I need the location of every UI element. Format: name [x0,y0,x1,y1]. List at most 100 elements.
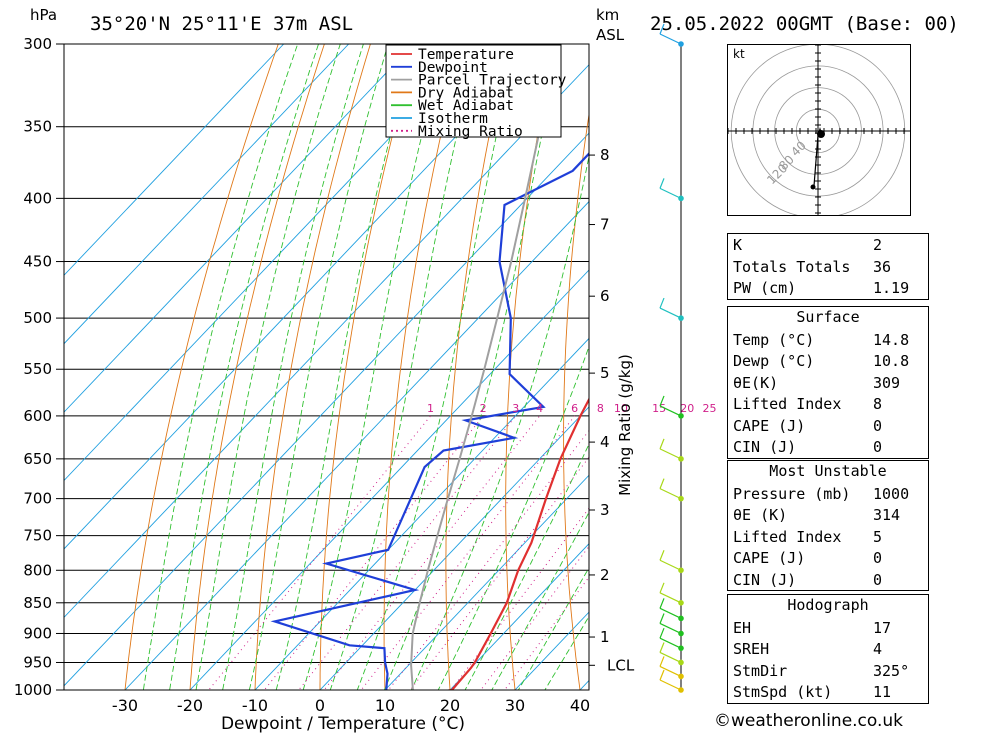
wet-adiabat-line [383,44,562,690]
table-row: Dewp (°C) 10.8 [728,350,928,372]
series-temperature [444,397,589,690]
legend-label: Isotherm [418,111,488,127]
table-value: 0 [873,416,883,435]
wind-barb-shaft [659,607,682,619]
series-dewpoint [270,152,589,690]
dry-adiabat-line [445,44,510,690]
km-tick-label: 2 [600,566,610,584]
wet-adiabat-line [437,345,589,690]
km-tick-label: 3 [600,501,610,519]
temperature-tick-label: 10 [375,696,395,715]
km-tick-label: 4 [600,433,610,451]
temperature-tick-label: -10 [242,696,268,715]
pressure-label: 400 [23,189,52,207]
pressure-label: 1000 [14,681,52,699]
mixing-ratio-label: 8 [597,402,604,415]
wind-level-dot [678,495,684,502]
table-key: CIN (J) [733,570,797,589]
table-title: Surface [796,308,860,326]
legend-label: Parcel Trajectory [418,73,567,89]
dry-adiabat-line [674,26,716,716]
sounding-series [270,61,589,690]
wind-barb-shaft [659,559,682,571]
dry-adiabat-line [189,44,325,690]
table-row: Totals Totals 36 [728,256,928,278]
wind-barb-flag [659,613,665,624]
table-title: Hodograph [787,596,869,614]
surface-box: Surface Temp (°C) 14.8 Dewp (°C) 10.8 θE(K) 30… [727,306,929,459]
table-row: Temp (°C) 14.8 [728,329,928,351]
mixing-ratio-label: 15 [652,402,666,415]
wind-barb-flag [659,297,665,309]
wind-barb-flag [659,656,665,667]
background-lines [64,26,1000,716]
pressure-label: 500 [23,309,52,327]
pressure-label: 350 [23,118,52,136]
dry-adiabat-line [969,26,1000,716]
isotherm-line [189,269,589,690]
isotherm-line [384,474,589,690]
legend-label: Wet Adiabat [418,98,514,114]
table-value: 0 [873,549,883,567]
table-value: 17 [873,618,892,637]
km-tick-label: LCL [607,656,635,674]
mixing-ratio-line [480,545,589,690]
wind-barb-shaft [659,651,682,664]
table-value: 314 [873,506,901,524]
table-value: 4 [873,640,883,658]
table-value: 325° [873,661,910,680]
table-key: Lifted Index [733,395,842,413]
km-label: km [596,6,619,24]
table-value: 11 [873,683,892,701]
mixing-ratio-line [263,415,484,690]
wind-barb-flag [659,669,665,681]
table-key: θE(K) [733,373,779,392]
wind-barb-flag [659,478,665,489]
pressure-label: 750 [23,527,52,545]
table-row: StmDir 325° [728,660,928,682]
table-value: 10.8 [873,352,910,370]
dry-adiabat-line [319,44,417,690]
isotherm-line [319,406,589,690]
hodograph-storm-motion [817,130,825,138]
wind-barb-flag [659,550,665,561]
isotherm-line [124,200,589,690]
wind-barb-shaft [659,622,682,635]
km-tick-label: 7 [600,216,610,234]
table-key: CAPE (J) [733,416,806,435]
table-row: CIN (J) 0 [728,436,928,458]
table-key: Pressure (mb) [733,484,851,503]
mixing-ratio-line [503,576,589,690]
table-key: CIN (J) [733,438,797,456]
table-value: 1.19 [873,279,910,297]
table-row: CIN (J) 0 [728,569,928,591]
x-axis-label: Dewpoint / Temperature (°C) [221,714,465,733]
table-row: StmSpd (kt) 11 [728,681,928,703]
pressure-label: 850 [23,594,52,612]
wind-barb-shaft [659,187,682,199]
table-key: SREH [733,640,770,658]
dry-adiabat-line [254,44,371,690]
table-row: SREH 4 [728,638,928,660]
isotherm-line [64,132,589,687]
copyright-text: ©weatheronline.co.uk [714,711,904,731]
wind-barb-flag [659,395,665,407]
table-value: 0 [873,438,883,456]
temperature-tick-label: -20 [177,696,203,715]
isotherm-line [64,44,350,345]
table-value: 14.8 [873,330,910,349]
mixing-ratio-line [298,415,517,690]
table-key: StmSpd (kt) [733,683,833,701]
wind-barb-shaft [659,307,682,319]
km-tick-label: 8 [600,146,610,164]
pressure-label: 950 [23,653,52,671]
table-key: PW (cm) [733,279,797,297]
wind-profile [659,23,684,693]
table-value: 0 [873,570,883,589]
wet-adiabat-line [329,44,479,690]
legend-box [385,44,562,138]
dry-adiabat-line [505,44,556,690]
mixing-ratio-line [387,429,589,690]
